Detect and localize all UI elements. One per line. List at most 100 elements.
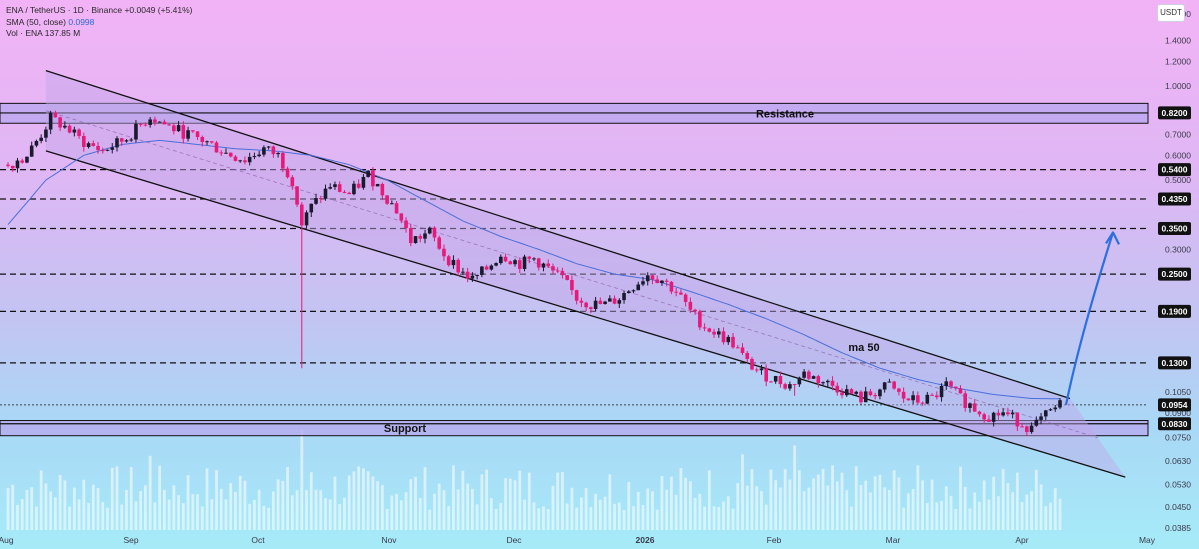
volume-bar bbox=[532, 502, 536, 530]
volume-bar bbox=[362, 468, 365, 530]
volume-bar bbox=[646, 488, 650, 530]
volume-bar bbox=[409, 479, 413, 530]
volume-bar bbox=[598, 499, 602, 530]
candle-body bbox=[489, 265, 494, 270]
candle-body bbox=[499, 256, 503, 264]
volume-bar bbox=[570, 487, 574, 530]
volume-bar bbox=[854, 466, 858, 530]
candle-body bbox=[399, 213, 404, 221]
volume-bar bbox=[741, 454, 744, 530]
volume-bar bbox=[561, 472, 564, 530]
candle-body bbox=[356, 183, 361, 188]
volume-bar bbox=[129, 466, 133, 530]
volume-bar bbox=[390, 495, 394, 530]
candle-body bbox=[622, 293, 626, 301]
volume-bar bbox=[343, 497, 346, 530]
candle-body bbox=[375, 183, 380, 187]
candle-body bbox=[674, 291, 678, 293]
volume-bar bbox=[1030, 491, 1033, 530]
candle-body bbox=[1015, 412, 1020, 427]
candle-body bbox=[532, 258, 536, 260]
volume-bar bbox=[793, 445, 797, 530]
volume-bar bbox=[878, 474, 882, 530]
volume-bar bbox=[87, 502, 90, 530]
volume-bar bbox=[755, 486, 759, 530]
candle-body bbox=[892, 381, 896, 389]
volume-bar bbox=[494, 508, 498, 530]
price-badge-0.3500: 0.3500 bbox=[1158, 221, 1191, 235]
candle-body bbox=[451, 259, 456, 266]
volume-bar bbox=[717, 506, 721, 530]
volume-bar bbox=[954, 509, 958, 530]
price-tick: 1.4000 bbox=[1165, 35, 1191, 45]
time-tick: Sep bbox=[123, 535, 138, 545]
volume-bar bbox=[305, 490, 308, 530]
candle-body bbox=[560, 271, 565, 276]
candle-body bbox=[1043, 410, 1048, 417]
volume-bar bbox=[935, 502, 939, 530]
volume-bar bbox=[395, 493, 398, 530]
volume-bar bbox=[229, 482, 233, 530]
candle-body bbox=[854, 391, 859, 394]
candle-body bbox=[1020, 426, 1024, 428]
volume-bar bbox=[584, 488, 588, 530]
volume-bar bbox=[82, 479, 86, 530]
candle-body bbox=[456, 259, 460, 273]
volume-bar bbox=[788, 479, 792, 530]
candles bbox=[6, 110, 1062, 436]
candle-body bbox=[67, 125, 72, 133]
volume-bar bbox=[551, 485, 555, 530]
volume-bar bbox=[504, 478, 507, 530]
candle-body bbox=[6, 164, 10, 166]
volume-bar bbox=[987, 499, 991, 530]
volume-bar bbox=[480, 474, 484, 530]
volume-bar bbox=[243, 480, 247, 530]
volume-bar bbox=[371, 476, 375, 530]
candle-body bbox=[300, 204, 304, 226]
candle-body bbox=[58, 117, 62, 128]
candle-body bbox=[1053, 407, 1058, 410]
volume-bar bbox=[172, 485, 176, 530]
volume-bar bbox=[698, 493, 702, 530]
candle-body bbox=[209, 141, 214, 143]
candle-body bbox=[337, 184, 342, 192]
volume-bar bbox=[670, 476, 673, 530]
volume-bar bbox=[200, 506, 204, 530]
volume-bar bbox=[120, 504, 124, 530]
volume-bar bbox=[712, 506, 716, 530]
candle-body bbox=[783, 384, 787, 389]
volume-bar bbox=[44, 483, 48, 530]
candle-body bbox=[82, 135, 86, 147]
volume-bar bbox=[191, 494, 195, 530]
candle-body bbox=[702, 327, 707, 329]
candle-body bbox=[726, 336, 731, 343]
projection-arrowhead bbox=[1105, 231, 1120, 245]
volume-bar bbox=[58, 474, 62, 530]
price-badge-0.1900: 0.1900 bbox=[1158, 304, 1191, 318]
candle-body bbox=[105, 149, 110, 151]
volume-bar bbox=[1034, 469, 1038, 530]
candle-body bbox=[660, 280, 664, 284]
volume-bar bbox=[376, 481, 380, 530]
candle-body bbox=[953, 386, 958, 389]
candle-body bbox=[385, 195, 389, 204]
candle-body bbox=[243, 160, 247, 163]
price-badge-0.5400: 0.5400 bbox=[1158, 163, 1191, 177]
candle-body bbox=[20, 160, 25, 163]
svg-text:0.1300: 0.1300 bbox=[1162, 358, 1188, 368]
candle-body bbox=[100, 150, 105, 152]
candle-body bbox=[811, 376, 816, 379]
volume-bar bbox=[973, 492, 977, 530]
candle-body bbox=[432, 227, 437, 238]
candle-body bbox=[698, 311, 702, 328]
candle-body bbox=[887, 381, 892, 383]
price-badge-0.0830: 0.0830 bbox=[1158, 417, 1191, 431]
volume-bar bbox=[726, 496, 730, 530]
candle-body bbox=[844, 389, 849, 396]
currency-button[interactable]: USDT bbox=[1157, 4, 1185, 22]
volume-bar bbox=[437, 483, 441, 530]
volume-bar bbox=[812, 478, 815, 530]
channel-lower-line bbox=[45, 150, 1126, 478]
volume-bar bbox=[921, 480, 924, 530]
